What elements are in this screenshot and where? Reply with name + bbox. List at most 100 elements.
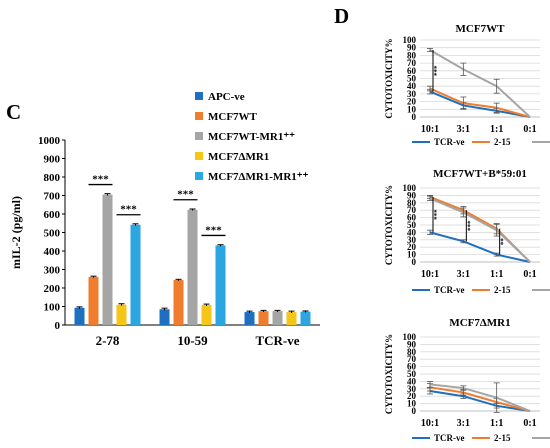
series-line (429, 195, 531, 263)
y-tick-label: 0 (412, 257, 417, 267)
x-tick-label: 1:1 (490, 418, 503, 429)
significance-label: *** (205, 224, 222, 236)
legend-swatch (195, 92, 203, 100)
significance-label: *** (466, 220, 474, 231)
x-tick-label: 3:1 (457, 124, 470, 135)
y-tick-label: 900 (44, 154, 61, 166)
significance-label: *** (433, 65, 441, 76)
y-tick-label: 30 (407, 89, 417, 99)
y-tick-label: 300 (44, 265, 61, 277)
bar (286, 312, 297, 325)
y-tick-label: 100 (403, 35, 417, 45)
y-tick-label: 80 (407, 50, 417, 60)
y-tick-label: 20 (407, 242, 417, 252)
y-axis-label: CYTOTOXICITY% (384, 185, 394, 265)
y-tick-label: 1000 (38, 135, 61, 147)
series-line (429, 390, 531, 412)
chart-title: MCF7WT+B*59:01 (433, 168, 527, 180)
bar (173, 280, 184, 325)
y-tick-label: 100 (403, 183, 417, 193)
y-tick-label: 90 (407, 339, 417, 349)
legend-label: TCR-ve (434, 137, 465, 147)
y-tick-label: 600 (44, 209, 61, 221)
y-tick-label: 30 (407, 235, 417, 245)
y-tick-label: 90 (407, 43, 417, 53)
legend-label: 2-15 (494, 285, 511, 295)
y-tick-label: 100 (44, 302, 61, 314)
y-tick-label: 700 (44, 191, 61, 203)
bar (258, 311, 269, 325)
y-tick-label: 40 (407, 227, 417, 237)
y-tick-label: 0 (412, 406, 417, 416)
y-tick-label: 10 (407, 250, 417, 260)
y-tick-label: 70 (407, 205, 417, 215)
x-tick-label: 10:1 (421, 418, 439, 429)
x-tick-label: 0:1 (523, 269, 536, 280)
legend-label: MCF7WT-MR1⁺⁺ (208, 131, 295, 143)
y-tick-label: 60 (407, 362, 417, 372)
bar (215, 245, 226, 325)
legend-label: MCF7WT (208, 111, 258, 123)
legend-label: APC-ve (208, 91, 245, 103)
y-tick-label: 800 (44, 172, 61, 184)
y-axis-label: CYTOTOXICITY% (384, 38, 394, 118)
x-tick-label: 1:1 (490, 124, 503, 135)
bar (244, 312, 255, 325)
significance-label: *** (92, 174, 109, 186)
y-axis-label: mIL-2 (pg/ml) (9, 196, 23, 269)
x-tick-label: 10:1 (421, 269, 439, 280)
y-tick-label: 10 (407, 399, 417, 409)
series-line (429, 90, 531, 118)
y-tick-label: 30 (407, 384, 417, 394)
bar (201, 305, 212, 325)
legend-swatch (195, 112, 203, 120)
y-tick-label: 0 (55, 320, 61, 332)
bar (159, 309, 170, 325)
bar (116, 304, 127, 325)
y-tick-label: 20 (407, 391, 417, 401)
bar-chart-panel-c: 0 100 200 300 400 500 600 700 800 900 1000 mIL-2 (p… (9, 91, 320, 348)
x-tick-label: 1:1 (490, 269, 503, 280)
series-line (429, 197, 531, 263)
x-tick-label: 0:1 (523, 418, 536, 429)
chart-title: MCF7WT (456, 23, 506, 35)
x-category-label: 10-59 (177, 333, 208, 348)
legend-label: MCF7ΔMR1 (208, 151, 269, 163)
legend-label: 2-15 (494, 137, 511, 147)
y-tick-label: 100 (403, 332, 417, 342)
legend-label: TCR-ve (434, 285, 465, 295)
x-category-label: TCR-ve (255, 333, 299, 348)
y-tick-label: 20 (407, 97, 417, 107)
y-tick-label: 80 (407, 198, 417, 208)
y-tick-label: 50 (407, 369, 417, 379)
x-tick-label: 3:1 (457, 418, 470, 429)
y-tick-label: 40 (407, 376, 417, 386)
legend-swatch (195, 172, 203, 180)
panel-d-letter: D (334, 4, 349, 28)
bar (88, 276, 99, 325)
y-tick-label: 70 (407, 58, 417, 68)
significance-label: ** (500, 238, 508, 246)
legend-swatch (195, 132, 203, 140)
bar (130, 224, 141, 325)
legend-label: MCF7ΔMR1-MR1⁺⁺ (208, 171, 309, 183)
series-line (429, 386, 531, 412)
bar (187, 209, 198, 325)
chart-title: MCF7ΔMR1 (449, 317, 510, 329)
series-line (429, 383, 531, 412)
bar (74, 307, 85, 325)
significance-label: *** (433, 209, 441, 220)
legend-swatch (195, 152, 203, 160)
series-line (429, 231, 531, 263)
y-tick-label: 10 (407, 104, 417, 114)
y-tick-label: 40 (407, 81, 417, 91)
y-tick-label: 0 (412, 112, 417, 122)
legend-label: TCR-ve (434, 433, 465, 443)
y-tick-label: 80 (407, 347, 417, 357)
series-line (429, 49, 531, 118)
bar (272, 311, 283, 325)
y-tick-label: 60 (407, 66, 417, 76)
